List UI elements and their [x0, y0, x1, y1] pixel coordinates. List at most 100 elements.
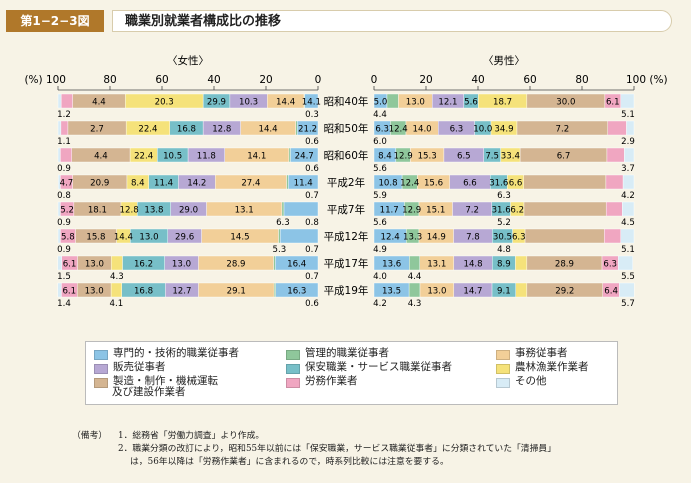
female-data-label: 11.8	[197, 152, 216, 162]
legend-item-security_service: 保安職業・サービス職業従事者	[286, 362, 452, 374]
female-data-label: 14.5	[230, 233, 249, 243]
male-data-label: 12.9	[394, 152, 413, 162]
male-data-label: 8.4	[378, 152, 392, 162]
male-bar-agriculture	[515, 282, 528, 298]
male-data-label: 7.2	[465, 206, 479, 216]
male-data-label: 12.1	[438, 98, 457, 108]
male-small-label: 5.1	[621, 245, 635, 255]
female-data-label: 13.8	[144, 206, 163, 216]
male-data-label: 15.3	[418, 152, 437, 162]
legend-label: その他	[515, 375, 547, 387]
female-tick-label: 80	[103, 74, 116, 86]
female-data-label: 11.4	[294, 179, 313, 189]
legend-swatch	[286, 350, 300, 360]
female-bar-labor	[60, 93, 73, 109]
female-small-label: 0.9	[57, 164, 71, 174]
legend-label: 保安職業・サービス職業従事者	[305, 361, 452, 373]
female-small-label: 1.1	[57, 137, 71, 147]
male-data-label: 6.4	[604, 287, 618, 297]
male-small-label: 3.7	[621, 164, 635, 174]
male-data-label: 13.3	[403, 233, 422, 243]
figure-number: 第1−2−3図	[6, 10, 104, 32]
female-data-label: 15.8	[86, 233, 105, 243]
male-bar-managerial	[386, 93, 399, 109]
legend-item-labor: 労務作業者	[286, 376, 358, 388]
figure-header: 第1−2−3図 職業別就業者構成比の推移	[0, 0, 691, 38]
male-data-label: 12.4	[381, 233, 400, 243]
male-small-label: 5.2	[497, 218, 511, 228]
female-data-label: 14.4	[114, 233, 133, 243]
female-data-label: 5.2	[60, 206, 74, 216]
male-data-label: 7.2	[556, 125, 570, 135]
female-small-label: 1.4	[57, 299, 71, 309]
female-data-label: 2.7	[90, 125, 104, 135]
female-bar-managerial	[295, 120, 298, 136]
legend-label: 販売従事者	[113, 361, 166, 373]
male-small-label: 4.5	[621, 218, 635, 228]
male-bar-agriculture	[515, 255, 528, 271]
category-label: 昭和40年	[324, 95, 369, 108]
male-data-label: 10.8	[378, 179, 397, 189]
female-data-label: 14.2	[187, 179, 206, 189]
legend-label: 管理的職業従事者	[305, 347, 389, 359]
legend-item-managerial: 管理的職業従事者	[286, 348, 389, 360]
female-bar-professional	[283, 201, 319, 217]
female-data-label: 14.1	[247, 152, 266, 162]
male-data-label: 7.5	[485, 152, 499, 162]
female-tick-label: (%) 100	[24, 74, 66, 86]
female-data-label: 13.0	[139, 233, 158, 243]
category-label: 平成19年	[324, 284, 369, 297]
legend-label: 及び建設作業者	[112, 386, 186, 398]
female-data-label: 18.1	[88, 206, 107, 216]
male-small-label: 5.9	[373, 191, 387, 201]
notes-label: （備考）	[72, 431, 108, 441]
female-data-label: 16.8	[177, 125, 196, 135]
female-data-label: 20.9	[90, 179, 109, 189]
female-data-label: 4.7	[60, 179, 74, 189]
legend-swatch	[496, 350, 510, 360]
female-small-label: 0.9	[57, 218, 71, 228]
male-small-label: 5.6	[373, 218, 387, 228]
male-bar-managerial	[408, 282, 421, 298]
male-data-label: 12.9	[402, 206, 421, 216]
female-small-label: 0.7	[305, 245, 319, 255]
male-data-label: 31.6	[492, 206, 511, 216]
female-data-label: 10.3	[239, 98, 258, 108]
female-small-label: 0.8	[305, 218, 319, 228]
male-data-label: 31.6	[489, 179, 508, 189]
male-data-label: 5.0	[374, 98, 388, 108]
legend-swatch	[496, 378, 510, 388]
female-tick-label: 0	[315, 74, 322, 86]
male-bar-labor	[607, 120, 627, 136]
female-bar-managerial	[288, 147, 291, 163]
female-data-label: 16.3	[287, 287, 306, 297]
male-bar-other	[626, 120, 635, 136]
female-data-label: 13.0	[172, 260, 191, 270]
female-data-label: 14.4	[259, 125, 278, 135]
legend: 専門的・技術的職業従事者 管理的職業従事者 事務従事者 販売従事者 保安職業・サービス職…	[85, 341, 618, 405]
male-data-label: 13.5	[382, 287, 401, 297]
male-small-label: 4.8	[497, 245, 511, 255]
female-bar-professional	[280, 228, 319, 244]
legend-label: 労務作業者	[305, 375, 358, 387]
female-bar-other	[57, 120, 62, 136]
female-bar-other	[57, 201, 61, 217]
female-bar-agriculture	[110, 282, 122, 298]
female-small-label: 0.7	[305, 191, 319, 201]
male-bar-production	[524, 228, 605, 244]
legend-swatch	[496, 364, 510, 374]
female-data-label: 16.4	[287, 260, 306, 270]
male-tick-label: 40	[471, 74, 484, 86]
figure-title: 職業別就業者構成比の推移	[112, 10, 672, 32]
male-data-label: 30.5	[493, 233, 512, 243]
male-data-label: 6.3	[512, 233, 526, 243]
male-data-label: 6.7	[557, 152, 571, 162]
male-data-label: 15.6	[424, 179, 443, 189]
legend-item-agriculture: 農林漁業作業者	[496, 362, 589, 374]
male-small-label: 6.3	[497, 191, 511, 201]
male-small-label: 5.1	[621, 110, 635, 120]
category-label: 平成12年	[324, 230, 369, 243]
female-small-label: 6.3	[276, 218, 290, 228]
male-small-label: 4.9	[373, 245, 387, 255]
note-line-1: 1．総務省「労働力調査」より作成。	[118, 431, 265, 441]
